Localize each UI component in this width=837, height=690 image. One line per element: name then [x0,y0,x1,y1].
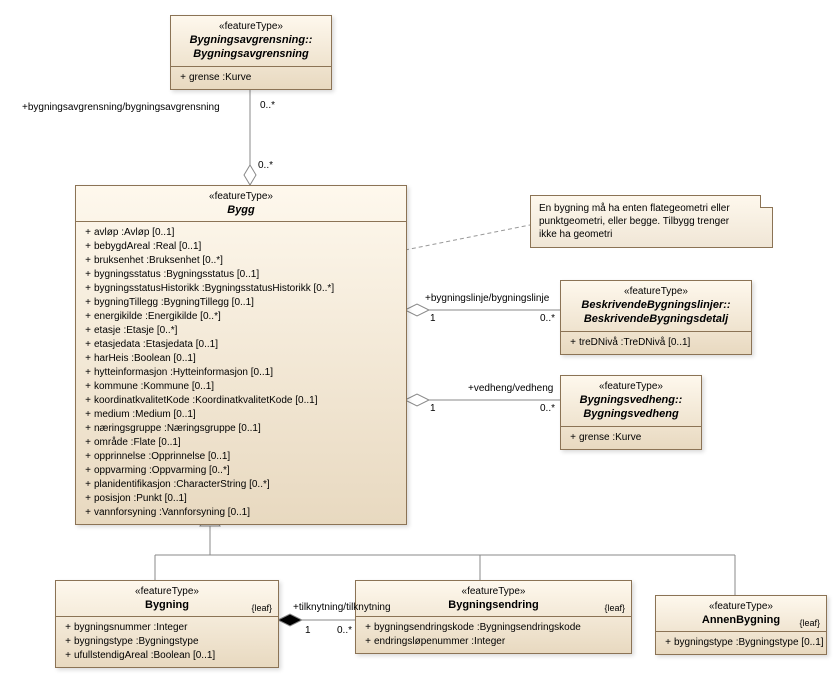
class-bygg: «featureType» Bygg +avløp :Avløp [0..1] … [75,185,407,525]
class-bygning: «featureType» Bygning {leaf} +bygningsnu… [55,580,279,668]
uml-note: En bygning må ha enten flategeometri ell… [530,195,773,248]
assoc-label: +bygningslinje/bygningslinje [425,293,549,304]
class-bygningsavgrensning: «featureType» Bygningsavgrensning:: Bygn… [170,15,332,90]
stereotype: «featureType» [662,600,820,613]
multiplicity: 0..* [540,313,555,324]
stereotype: «featureType» [62,585,272,598]
multiplicity: 0..* [260,100,275,111]
multiplicity: 0..* [258,160,273,171]
class-title-2: Bygningsvedheng [567,407,695,421]
leaf-label: {leaf} [251,603,272,615]
leaf-label: {leaf} [799,618,820,630]
class-bygningsendring: «featureType» Bygningsendring {leaf} +by… [355,580,632,654]
stereotype: «featureType» [362,585,625,598]
class-annenbygning: «featureType» AnnenBygning {leaf} +bygni… [655,595,827,655]
stereotype: «featureType» [567,380,695,393]
bygg-attributes: +avløp :Avløp [0..1] +bebygdAreal :Real … [76,222,406,524]
class-title: Bygning [62,598,272,612]
class-title: AnnenBygning [662,613,820,627]
multiplicity: 0..* [337,625,352,636]
multiplicity: 1 [430,403,436,414]
assoc-label: +tilknytning/tilknytning [293,602,391,613]
note-line: ikke ha geometri [539,228,764,241]
note-line: punktgeometri, eller begge. Tilbygg tren… [539,215,764,228]
class-vedheng: «featureType» Bygningsvedheng:: Bygnings… [560,375,702,450]
assoc-label: +bygningsavgrensning/bygningsavgrensning [22,102,220,113]
class-title-2: BeskrivendeBygningsdetalj [567,312,745,326]
multiplicity: 1 [430,313,436,324]
note-line: En bygning må ha enten flategeometri ell… [539,202,764,215]
class-title-1: Bygningsavgrensning:: [177,33,325,47]
multiplicity: 1 [305,625,311,636]
class-beskrivende: «featureType» BeskrivendeBygningslinjer:… [560,280,752,355]
class-title-2: Bygningsavgrensning [177,47,325,61]
multiplicity: 0..* [540,403,555,414]
assoc-label: +vedheng/vedheng [468,383,553,394]
class-title-1: Bygningsvedheng:: [567,393,695,407]
stereotype: «featureType» [82,190,400,203]
class-title-1: BeskrivendeBygningslinjer:: [567,298,745,312]
class-title: Bygningsendring [362,598,625,612]
leaf-label: {leaf} [604,603,625,615]
stereotype: «featureType» [177,20,325,33]
class-title: Bygg [82,203,400,217]
stereotype: «featureType» [567,285,745,298]
